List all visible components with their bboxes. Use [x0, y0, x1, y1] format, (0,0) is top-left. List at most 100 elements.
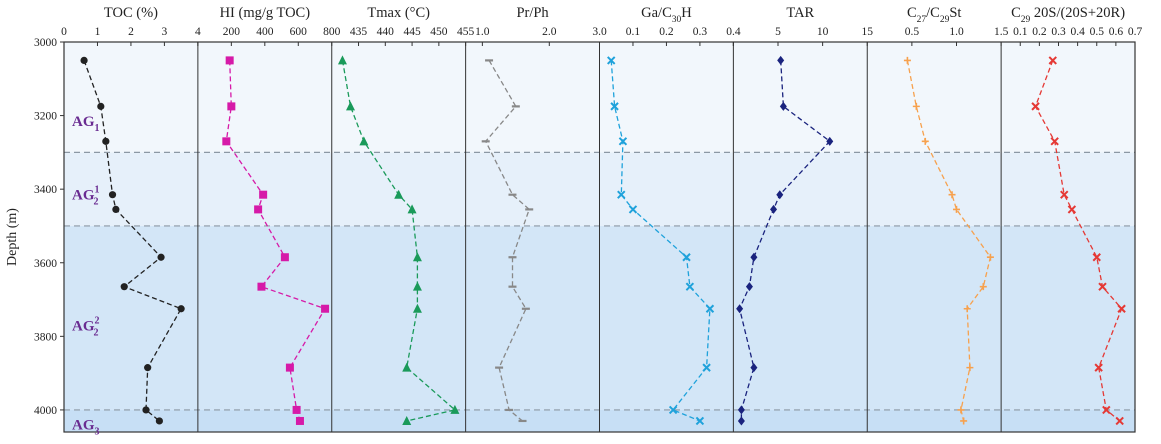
data-point-ga: [682, 253, 691, 262]
x-tick-label-toc: 4: [195, 26, 201, 38]
x-tick-label-ga: 0.2: [659, 26, 674, 38]
data-point-ga: [695, 416, 705, 426]
panel-title-part: H: [681, 5, 692, 21]
data-point-c27c29: [986, 253, 994, 261]
panel-title-ga: Ga/C30H: [641, 5, 692, 25]
data-point-tmax: [402, 415, 412, 425]
data-point-c27c29: [948, 191, 956, 199]
zone-label-main: AG: [72, 114, 95, 130]
y-axis: 3000 3200 3400 3600 3800 4000 Depth (m): [5, 37, 64, 417]
panel-title-tar: TAR: [786, 5, 814, 21]
x-tick-label-tar: 15: [862, 26, 874, 38]
panel-title-part: 30: [672, 15, 682, 25]
data-point-toc: [120, 283, 128, 291]
data-point-ga: [618, 137, 628, 146]
zone-label-sub: 3: [95, 427, 100, 438]
x-tick-label-ga: 0.3: [693, 26, 708, 38]
data-point-tar: [737, 405, 745, 415]
zone-label-main: AG: [72, 418, 95, 434]
data-point-c27c29: [921, 137, 929, 145]
x-tick-label-toc: 2: [128, 26, 134, 38]
data-point-ga: [617, 190, 626, 199]
zone-label-0: AG1: [72, 114, 100, 134]
zone-label-sub: 1: [95, 123, 100, 134]
plot-frame: [63, 41, 1136, 433]
panel-title-tmax: Tmax (°C): [367, 5, 430, 21]
data-point-c27c29: [966, 364, 974, 372]
data-point-hi: [280, 253, 289, 262]
data-point-toc: [177, 305, 185, 313]
data-point-toc: [112, 205, 120, 214]
x-tick-label-c29: 0.6: [1109, 26, 1124, 38]
panel-c29: C29 20S/(20S+20R)0.1 0.2 0.3 0.4 0.5 0.6 0.7: [1000, 5, 1143, 432]
x-tick-label-c29: 0.7: [1128, 26, 1143, 38]
data-point-tmax: [345, 101, 355, 111]
data-point-ga: [607, 56, 616, 65]
data-point-hi: [321, 304, 330, 313]
panel-tar: TAR 0.4 5 10 15: [726, 5, 873, 432]
x-tick-label-tmax: 435: [350, 26, 368, 38]
zone-label-sup: 1: [95, 185, 100, 196]
x-tick-label-toc: 0: [61, 26, 67, 38]
panel-tmax: Tmax (°C) 435 440 445 450 455: [331, 5, 475, 432]
panel-title-part: Tmax (°C): [367, 5, 430, 21]
data-point-toc: [144, 364, 152, 372]
panel-title-toc: TOC (%): [104, 5, 158, 21]
data-point-tar: [779, 101, 787, 111]
zone-label-sup: 2: [95, 315, 100, 326]
series-line-tmax: [341, 60, 457, 422]
y-tick-label: 3800: [34, 331, 57, 343]
panel-title-hi: HI (mg/g TOC): [220, 5, 311, 21]
data-point-c29: [1102, 405, 1111, 415]
data-point-tmax: [407, 204, 417, 214]
zone-label-2: AG2 2: [72, 315, 100, 338]
data-point-c29: [1060, 190, 1069, 199]
panel-title-part: 20S/(20S+20R): [1030, 5, 1125, 21]
data-point-hi: [295, 416, 304, 425]
data-point-c27c29: [953, 205, 960, 213]
x-tick-label-hi: 200: [223, 26, 241, 38]
data-point-c29: [1098, 282, 1107, 291]
x-tick-label-ga: 0.1: [626, 26, 641, 38]
data-point-hi: [225, 56, 234, 65]
data-point-hi: [257, 282, 266, 291]
data-point-ga: [668, 405, 678, 415]
panel-title-part: St: [949, 5, 961, 21]
series-line-prph: [484, 60, 530, 422]
data-point-toc: [142, 406, 150, 414]
data-point-toc: [97, 102, 105, 110]
x-tick-label-c27c29: 0.5: [905, 26, 920, 38]
data-point-c29: [1092, 253, 1101, 262]
data-point-c29: [1117, 304, 1126, 313]
data-point-hi: [259, 190, 268, 199]
data-point-c27c29: [979, 283, 987, 291]
panel-title-part: /C: [926, 5, 940, 21]
zone-label-sub: 2: [94, 327, 99, 338]
zone-label-3: AG3: [72, 418, 100, 438]
x-tick-label-c29: 0.1: [1013, 26, 1028, 38]
data-point-c29: [1048, 56, 1057, 65]
panel-title-part: Ga/C: [641, 5, 672, 21]
data-point-c27c29: [912, 102, 920, 110]
x-tick-label-tmax: 455: [457, 26, 475, 38]
panel-prph: Pr/Ph 1.0 2.0: [465, 5, 557, 432]
panels: TOC (%)0 1 2 3 4HI (mg/g TOC)200 400 600 800Tma…: [61, 5, 1142, 432]
x-tick-label-tmax: 445: [403, 26, 421, 38]
data-point-tar: [826, 136, 834, 146]
x-tick-label-c29: 0.5: [1090, 26, 1105, 38]
data-point-c29: [1067, 205, 1077, 214]
x-tick-label-tar: 5: [775, 26, 781, 38]
panel-title-part: 29: [1021, 15, 1031, 25]
data-point-hi: [285, 363, 294, 372]
panel-hi: HI (mg/g TOC) 200 400 600 800: [197, 5, 341, 432]
x-tick-label-tar: 10: [817, 26, 829, 38]
panel-title-part: 27: [917, 15, 927, 25]
data-point-tar: [750, 252, 758, 262]
data-point-c27c29: [963, 305, 971, 313]
data-point-tmax: [412, 303, 422, 313]
y-tick-label: 3000: [34, 37, 57, 49]
y-axis-label: Depth (m): [5, 208, 20, 266]
